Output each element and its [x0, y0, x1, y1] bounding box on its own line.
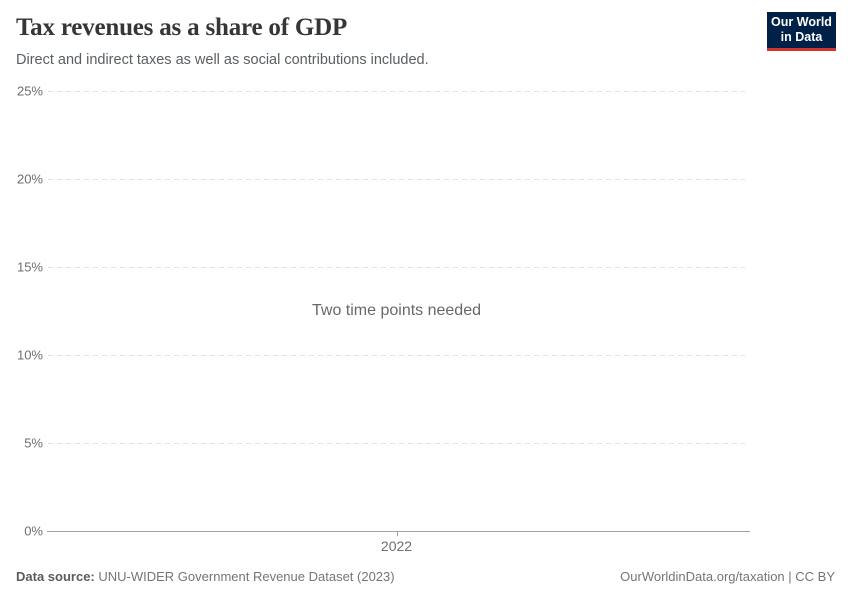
data-source-value: UNU-WIDER Government Revenue Dataset (20…: [98, 569, 395, 584]
y-tick-label: 5%: [24, 435, 43, 451]
x-axis-tick-label: 2022: [380, 538, 413, 554]
data-source: Data source: UNU-WIDER Government Revenu…: [16, 569, 395, 585]
owid-logo[interactable]: Our World in Data: [767, 12, 836, 51]
gridline: [48, 91, 745, 92]
owid-logo-line1: Our World: [771, 15, 832, 30]
y-tick-label: 20%: [16, 171, 43, 187]
gridline: [48, 443, 745, 444]
no-data-message: Two time points needed: [312, 302, 481, 319]
gridline: [48, 355, 745, 356]
chart-footer: Data source: UNU-WIDER Government Revenu…: [16, 569, 835, 585]
owid-logo-line2: in Data: [780, 30, 823, 44]
y-tick-label: 15%: [16, 259, 43, 275]
plot-area: Two time points needed 2022 0% 5% 10% 15% 20…: [17, 84, 745, 554]
x-axis-line: [47, 531, 750, 532]
gridline: [48, 267, 745, 268]
credit-link[interactable]: OurWorldinData.org/taxation | CC BY: [620, 569, 835, 584]
chart-title: Tax revenues as a share of GDP: [16, 14, 348, 41]
data-source-label: Data source:: [16, 569, 95, 584]
y-tick-label: 10%: [16, 347, 43, 363]
gridline: [48, 179, 745, 180]
x-axis-tick: [396, 531, 398, 536]
chart-subtitle: Direct and indirect taxes as well as soc…: [16, 52, 429, 68]
y-tick-label: 25%: [16, 83, 43, 99]
y-tick-label: 0%: [24, 523, 43, 539]
